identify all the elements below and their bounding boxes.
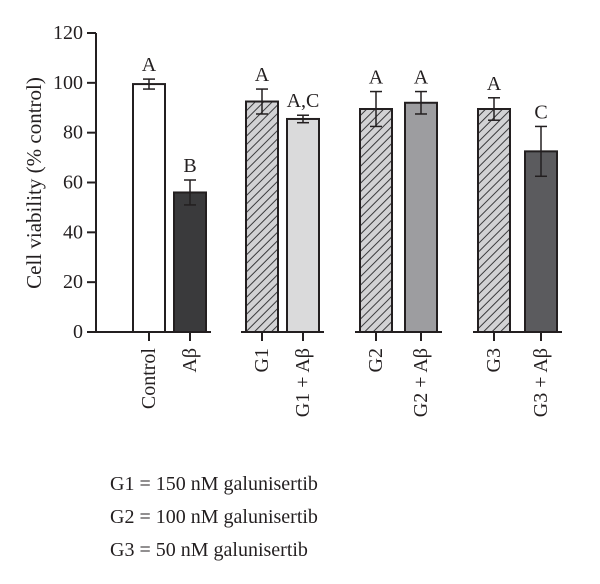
y-tick-label-6: 100 <box>53 72 83 94</box>
y-tick-label-5: 80 <box>63 122 83 144</box>
x-tick-label-7: G3 <box>483 348 505 372</box>
significance-label-8: C <box>534 101 547 123</box>
legend-notes: G1 = 150 nM galunisertib G2 = 100 nM gal… <box>110 468 318 567</box>
y-tick-label-2: 20 <box>63 271 83 293</box>
bar-8 <box>524 150 558 333</box>
significance-label-3: A <box>255 64 270 86</box>
legend-note-g3: G3 = 50 nM galunisertib <box>110 539 308 561</box>
bar-1 <box>132 83 166 334</box>
significance-label-1: A <box>142 54 157 76</box>
axes-layer: Control Aβ G1 G1 + Aβ G2 G2 + Aβ G3 G3 + Aβ 0 20 4… <box>53 22 562 417</box>
significance-label-7: A <box>487 73 502 95</box>
bar-4 <box>286 117 320 334</box>
bar-5 <box>359 107 393 333</box>
significance-label-5: A <box>369 67 384 89</box>
y-axis-label: Cell viability (% control) <box>22 77 46 289</box>
x-tick-label-2: Aβ <box>179 348 201 373</box>
y-tick-label-1: 0 <box>73 321 83 343</box>
legend-note-g1: G1 = 150 nM galunisertib <box>110 473 318 495</box>
bar-2 <box>173 191 207 333</box>
x-tick-label-5: G2 <box>365 348 387 372</box>
bar-chart: A B A A,C A A A C Control Aβ G1 G1 + Aβ G2 G2 + Aβ G3… <box>22 22 562 417</box>
y-tick-label-3: 40 <box>63 221 83 243</box>
x-tick-label-6: G2 + Aβ <box>410 348 432 417</box>
significance-label-4: A,C <box>287 90 320 112</box>
bar-6 <box>404 101 438 334</box>
legend-note-g2: G2 = 100 nM galunisertib <box>110 506 318 528</box>
y-tick-label-7: 120 <box>53 22 83 44</box>
x-tick-label-4: G1 + Aβ <box>292 348 314 417</box>
bar-7 <box>477 107 511 333</box>
bar-3 <box>245 100 279 334</box>
bars-layer: A B A A,C A A A C <box>132 54 558 334</box>
x-tick-label-1: Control <box>138 348 160 410</box>
x-tick-label-3: G1 <box>251 348 273 372</box>
significance-label-2: B <box>183 155 196 177</box>
y-tick-label-4: 60 <box>63 172 83 194</box>
x-tick-label-8: G3 + Aβ <box>530 348 552 417</box>
significance-label-6: A <box>414 67 429 89</box>
